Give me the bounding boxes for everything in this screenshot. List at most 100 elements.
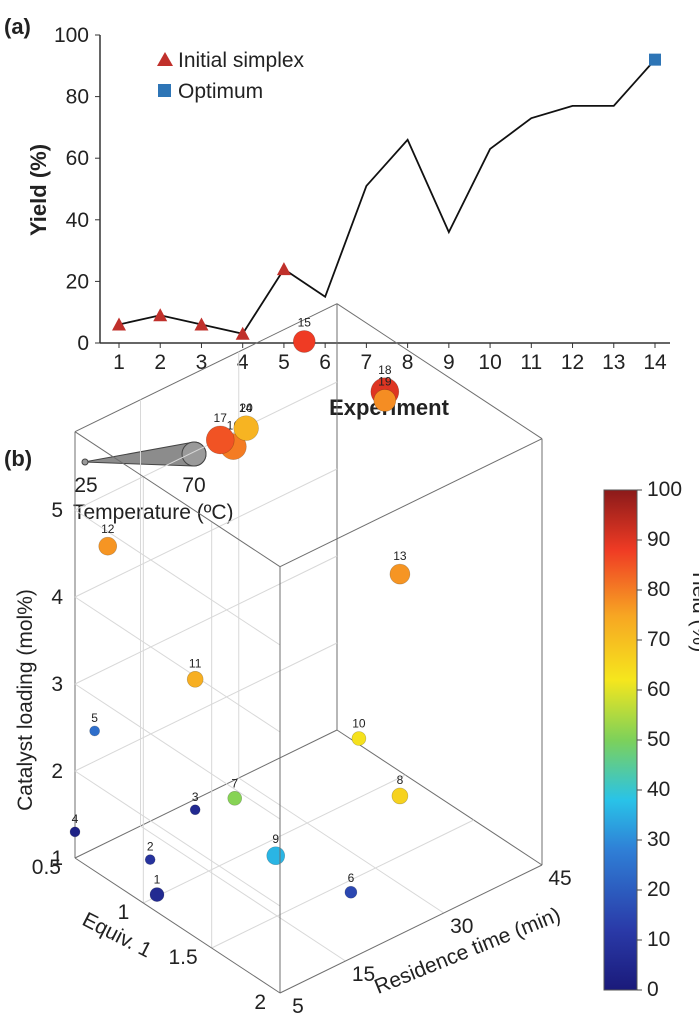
floor-gridline xyxy=(140,825,346,962)
experiment-point xyxy=(266,846,286,866)
experiment-label: 18 xyxy=(378,363,392,377)
experiment-point xyxy=(351,731,367,746)
box-edge xyxy=(74,857,281,994)
residence-time-tick-label: 5 xyxy=(292,995,304,1018)
experiment-point xyxy=(205,425,235,455)
residence-time-tick-label: 15 xyxy=(352,963,375,986)
panel-a-label: (a) xyxy=(4,14,31,39)
catalyst-axis-title: Catalyst loading (mol%) xyxy=(14,589,37,811)
back-wall-gridline xyxy=(74,381,338,511)
experiment-point xyxy=(186,670,204,688)
residence-time-tick-label: 45 xyxy=(548,867,571,890)
x-tick-label: 12 xyxy=(561,351,584,374)
yield-line-path xyxy=(118,59,656,335)
x-tick-label: 5 xyxy=(278,351,290,374)
x-tick-label: 13 xyxy=(602,351,625,374)
x-tick-label: 7 xyxy=(361,351,373,374)
box-edge xyxy=(279,864,543,994)
experiment-point xyxy=(391,787,409,805)
side-wall-gridline xyxy=(74,683,281,820)
temperature-cone-tip xyxy=(81,458,89,466)
equiv-tick-label: 1.5 xyxy=(168,946,197,969)
experiment-point xyxy=(292,330,316,353)
panel-a-axes xyxy=(99,35,670,344)
legend: Initial simplex Optimum xyxy=(157,49,305,103)
floor-gridline xyxy=(143,774,406,904)
box-edge xyxy=(74,303,338,433)
experiment-point xyxy=(189,804,201,816)
back-wall-gridline xyxy=(74,468,338,598)
initial-simplex-marker xyxy=(194,317,209,331)
experiment-point xyxy=(373,389,397,412)
legend-initial-simplex: Initial simplex xyxy=(178,49,305,72)
3d-gridlines xyxy=(74,351,474,962)
experiment-label: 11 xyxy=(189,656,202,670)
legend-optimum: Optimum xyxy=(178,80,263,103)
legend-triangle-marker xyxy=(157,52,173,66)
back-wall-gridline xyxy=(74,555,338,685)
experiment-label: 6 xyxy=(348,871,355,885)
box-edge xyxy=(74,431,281,568)
equiv-tick-label: 0.5 xyxy=(32,856,61,879)
3d-box-front-edges xyxy=(74,431,543,994)
3d-box-back-edges xyxy=(74,303,543,866)
yield-line xyxy=(118,59,656,335)
colorbar-tick-label: 60 xyxy=(647,678,670,701)
back-wall-gridline xyxy=(74,642,338,772)
experiment-label: 8 xyxy=(397,773,404,787)
experiment-label: 20 xyxy=(239,401,253,415)
x-tick-label: 10 xyxy=(478,351,501,374)
temperature-max-label: 70 xyxy=(182,474,205,497)
experiment-label: 5 xyxy=(91,711,98,725)
x-tick-label: 8 xyxy=(402,351,414,374)
catalyst-tick-label: 2 xyxy=(51,760,63,783)
x-tick-label: 4 xyxy=(237,351,249,374)
experiment-point xyxy=(344,885,358,899)
y-tick-label: 60 xyxy=(66,147,89,170)
series-markers xyxy=(112,53,661,340)
experiment-label: 3 xyxy=(192,790,199,804)
experiment-point xyxy=(227,790,243,806)
experiment-label: 12 xyxy=(101,522,115,536)
panel-b-label: (b) xyxy=(4,446,32,471)
experiment-label: 14 xyxy=(239,401,253,415)
box-edge xyxy=(336,303,543,440)
experiment-label: 15 xyxy=(298,315,312,329)
initial-simplex-marker xyxy=(112,317,126,331)
colorbar-tick-label: 80 xyxy=(647,578,670,601)
colorbar-tick-label: 50 xyxy=(647,728,670,751)
x-tick-label: 6 xyxy=(319,351,331,374)
experiment-label: 7 xyxy=(231,776,238,790)
experiment-point xyxy=(149,887,165,902)
box-edge xyxy=(74,729,338,859)
y-tick-label: 40 xyxy=(66,209,89,232)
y-tick-label: 100 xyxy=(54,24,89,47)
side-wall-gridline xyxy=(74,596,281,733)
catalyst-tick-label: 3 xyxy=(51,673,63,696)
experiment-label: 1 xyxy=(154,873,161,887)
initial-simplex-marker xyxy=(235,326,250,340)
experiment-label: 2 xyxy=(147,840,154,854)
experiment-point xyxy=(233,415,259,441)
legend-square-marker xyxy=(158,84,171,97)
colorbar-tick-label: 10 xyxy=(647,928,670,951)
colorbar-tick-label: 30 xyxy=(647,828,670,851)
experiment-point xyxy=(389,563,411,585)
equiv-tick-label: 1 xyxy=(118,901,130,924)
y-axis-title: Yield (%) xyxy=(26,144,51,236)
experiment-label: 4 xyxy=(72,812,79,826)
colorbar-tick-label: 40 xyxy=(647,778,670,801)
experiment-label: 17 xyxy=(214,411,228,425)
colorbar-tick-label: 70 xyxy=(647,628,670,651)
experiment-label: 13 xyxy=(393,549,407,563)
experiment-label: 10 xyxy=(352,717,366,731)
catalyst-tick-label: 1 xyxy=(51,847,63,870)
floor-gridline xyxy=(238,777,445,914)
x-tick-label: 2 xyxy=(154,351,166,374)
initial-simplex-marker xyxy=(276,262,291,276)
x-tick-label: 3 xyxy=(196,351,208,374)
